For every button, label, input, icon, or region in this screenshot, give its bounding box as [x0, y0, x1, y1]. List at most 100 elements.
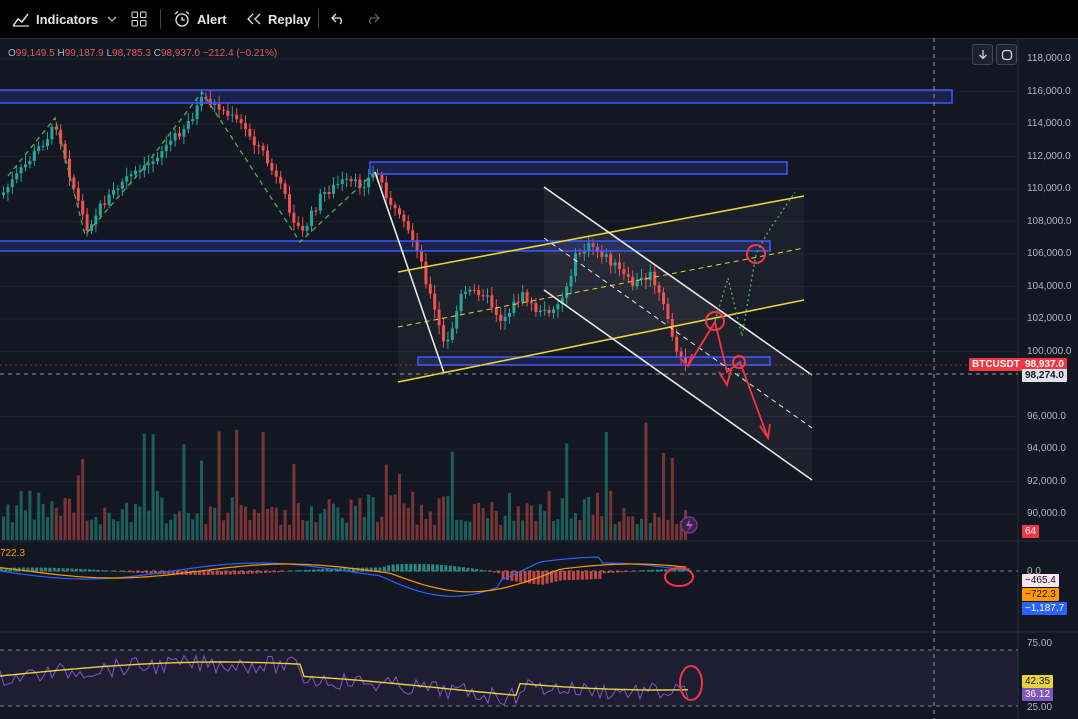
volume-bar [626, 516, 630, 540]
rsi-band [0, 650, 1018, 706]
candle [433, 293, 437, 310]
bullish-projection-path[interactable] [714, 191, 796, 337]
macd-histogram-bar [673, 568, 677, 572]
templates-button[interactable] [131, 0, 147, 38]
macd-histogram-bar [114, 571, 118, 572]
macd-histogram-bar [466, 567, 470, 572]
macd-histogram-bar [611, 571, 615, 573]
replay-label: Replay [268, 11, 311, 27]
volume-bar [191, 519, 195, 540]
volume-bar [679, 520, 683, 540]
replay-button[interactable]: Replay [246, 0, 311, 38]
volume-bar [222, 520, 225, 540]
macd-histogram-bar [554, 571, 558, 582]
price-tick-label: 114,000.0 [1027, 118, 1071, 129]
candle [670, 319, 674, 337]
macd-histogram-bar [404, 563, 408, 572]
macd-signal-tag: −722.3 [1022, 588, 1059, 601]
macd-histogram-bar [365, 567, 369, 572]
descending-channel-bottom[interactable] [543, 289, 813, 481]
volume-bar [230, 497, 234, 540]
macd-histogram-bar [369, 567, 373, 572]
macd-zero-tick: 0.0 [1027, 566, 1041, 577]
resistance-zone-top[interactable] [0, 89, 953, 104]
volume-bar [543, 510, 547, 540]
reset-chart-button[interactable] [996, 44, 1017, 65]
candle [521, 292, 525, 303]
descending-channel-mid[interactable] [543, 237, 813, 429]
candle [398, 208, 401, 215]
volume-bar [587, 497, 591, 540]
rsi-upper-tick: 75.00 [1027, 638, 1053, 649]
macd-histogram-bar [567, 571, 571, 581]
lightning-icon[interactable] [680, 516, 698, 534]
volume-bar [596, 492, 599, 540]
rewind-icon [246, 13, 262, 25]
zigzag-line[interactable] [7, 90, 376, 244]
annotation-circle[interactable] [732, 355, 746, 369]
macd-annotation-ellipse[interactable] [664, 567, 694, 587]
candle [90, 224, 93, 231]
volume-bar [503, 515, 507, 540]
candle [442, 325, 445, 342]
resistance-zone-106k[interactable] [0, 240, 771, 252]
macd-histogram-bar [167, 571, 171, 575]
candle [279, 176, 283, 184]
candle [186, 121, 190, 130]
macd-histogram-bar [409, 563, 413, 572]
ascending-channel-mid[interactable] [397, 247, 805, 328]
volume-bar [534, 520, 538, 540]
macd-histogram-bar [149, 571, 153, 574]
macd-histogram-bar [52, 567, 56, 572]
macd-histogram-bar [22, 567, 25, 572]
annotation-circle[interactable] [746, 244, 766, 264]
macd-histogram-bar [378, 567, 382, 572]
macd-histogram-bar [651, 569, 655, 572]
macd-histogram-bar [83, 569, 87, 572]
layout-dropdown-button[interactable] [107, 0, 117, 38]
volume-bar [468, 521, 472, 540]
candle [415, 239, 419, 252]
downtrend-line[interactable] [374, 171, 445, 374]
candle [248, 128, 252, 137]
volume-bar [164, 523, 168, 540]
redo-button[interactable] [366, 0, 380, 38]
alert-button[interactable]: Alert [173, 0, 227, 38]
candle [525, 292, 529, 303]
price-tick-label: 104,000.0 [1027, 280, 1072, 292]
candle [2, 192, 5, 195]
candle [574, 253, 577, 276]
undo-button[interactable] [331, 0, 345, 38]
annotation-circle[interactable] [705, 311, 725, 331]
macd-histogram-bar [470, 568, 474, 572]
candle [156, 157, 159, 162]
scroll-to-latest-button[interactable] [972, 44, 993, 65]
volume-bar [151, 434, 155, 540]
volume-bar [618, 521, 621, 540]
macd-histogram-bar [475, 569, 479, 572]
candle [226, 110, 230, 116]
descending-channel-top[interactable] [543, 186, 813, 376]
candle [151, 161, 155, 164]
volume-bar [323, 508, 327, 540]
candle [120, 181, 124, 189]
macd-histogram-bar [281, 571, 285, 572]
resistance-zone-mid[interactable] [369, 161, 788, 175]
candle [406, 221, 410, 231]
projection-path[interactable] [687, 319, 769, 439]
macd-histogram-bar [312, 569, 316, 572]
macd-histogram-bar [633, 570, 637, 572]
volume-bar [530, 505, 533, 540]
support-zone-99k[interactable] [417, 356, 771, 366]
ascending-channel-top[interactable] [397, 195, 805, 273]
macd-histogram-bar [35, 567, 39, 572]
price-tick-label: 96,000.0 [1027, 410, 1066, 422]
candle [648, 271, 652, 281]
macd-histogram-bar [523, 571, 527, 583]
volume-bar [446, 495, 450, 540]
volume-bar [173, 513, 177, 540]
indicators-button[interactable]: Indicators [12, 0, 98, 38]
rsi-annotation-ellipse[interactable] [679, 665, 703, 701]
macd-histogram-bar [127, 571, 131, 573]
